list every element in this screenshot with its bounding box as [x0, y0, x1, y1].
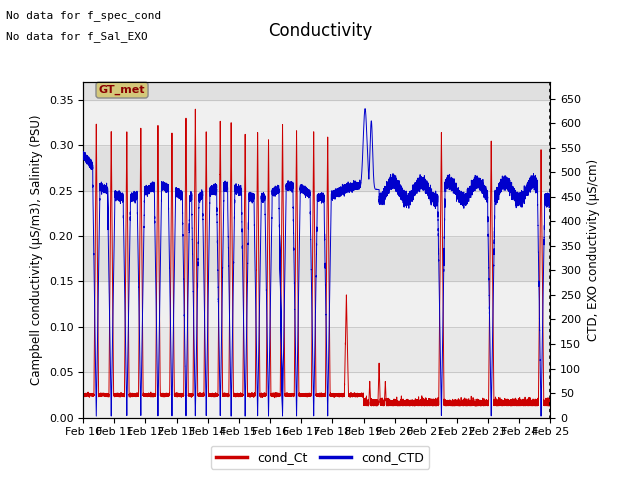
Bar [83, 372, 550, 418]
Bar [83, 100, 550, 145]
Text: No data for f_spec_cond: No data for f_spec_cond [6, 10, 162, 21]
Y-axis label: CTD, EXO conductivity (μS/cm): CTD, EXO conductivity (μS/cm) [587, 158, 600, 341]
Legend: cond_Ct, cond_CTD: cond_Ct, cond_CTD [211, 446, 429, 469]
Text: Conductivity: Conductivity [268, 22, 372, 40]
Bar [83, 145, 550, 191]
Y-axis label: Campbell conductivity (μS/m3), Salinity (PSU): Campbell conductivity (μS/m3), Salinity … [30, 114, 43, 385]
Bar [83, 281, 550, 327]
Bar [83, 327, 550, 372]
Bar [83, 82, 550, 100]
Bar [83, 236, 550, 281]
Text: No data for f_Sal_EXO: No data for f_Sal_EXO [6, 31, 148, 42]
Text: GT_met: GT_met [99, 85, 145, 95]
Bar [83, 191, 550, 236]
